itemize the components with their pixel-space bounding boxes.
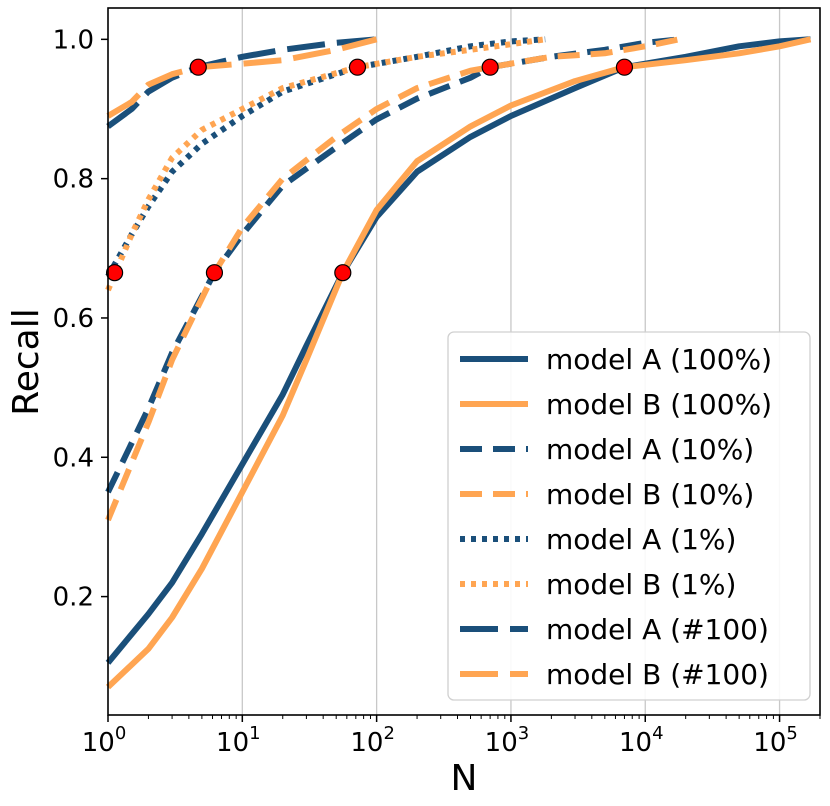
plot-frame [107, 7, 821, 716]
operating-point-marker [205, 264, 224, 282]
legend: model A (100%) model B (100%) model A (10%… [447, 331, 811, 701]
series-line-3 [105, 36, 681, 522]
legend-label-1: model B (100%) [546, 388, 772, 421]
x-tick-label: 103 [485, 723, 530, 758]
x-tick-label: 100 [82, 723, 127, 758]
x-axis-ticks: 100 101 102 103 104 105 [82, 715, 821, 758]
legend-label-2: model A (10%) [546, 433, 754, 466]
series-line-0 [105, 36, 811, 665]
legend-box [447, 331, 811, 701]
legend-label-6: model A (#100) [546, 613, 769, 646]
legend-label-5: model B (1%) [546, 568, 736, 601]
x-tick-label: 102 [350, 723, 395, 758]
operating-point-marker [481, 58, 499, 76]
legend-label-0: model A (100%) [546, 343, 772, 376]
y-axis-ticks: 0.2 0.4 0.6 0.8 1.0 [53, 25, 108, 613]
operating-point-marker [334, 264, 352, 282]
y-tick-label: 0.2 [53, 583, 94, 613]
y-tick-label: 0.6 [53, 304, 94, 334]
series-lines [105, 36, 812, 690]
y-axis-label: Recall [6, 308, 47, 415]
operating-point-marker [348, 58, 367, 76]
legend-label-3: model B (10%) [546, 478, 754, 511]
y-tick-label: 1.0 [53, 25, 94, 55]
operating-point-markers [106, 58, 634, 282]
series-line-1 [105, 36, 812, 690]
operating-point-marker [106, 264, 124, 282]
y-tick-label: 0.8 [53, 165, 94, 195]
x-tick-label: 101 [216, 723, 261, 758]
operating-point-marker [189, 58, 207, 76]
legend-label-4: model A (1%) [546, 523, 736, 556]
x-axis-label: N [451, 758, 478, 799]
legend-label-7: model B (#100) [546, 658, 769, 691]
x-tick-label: 104 [619, 723, 664, 758]
series-line-5 [105, 36, 546, 292]
y-tick-label: 0.4 [53, 443, 94, 473]
operating-point-marker [615, 58, 634, 76]
x-tick-label: 105 [753, 723, 798, 758]
